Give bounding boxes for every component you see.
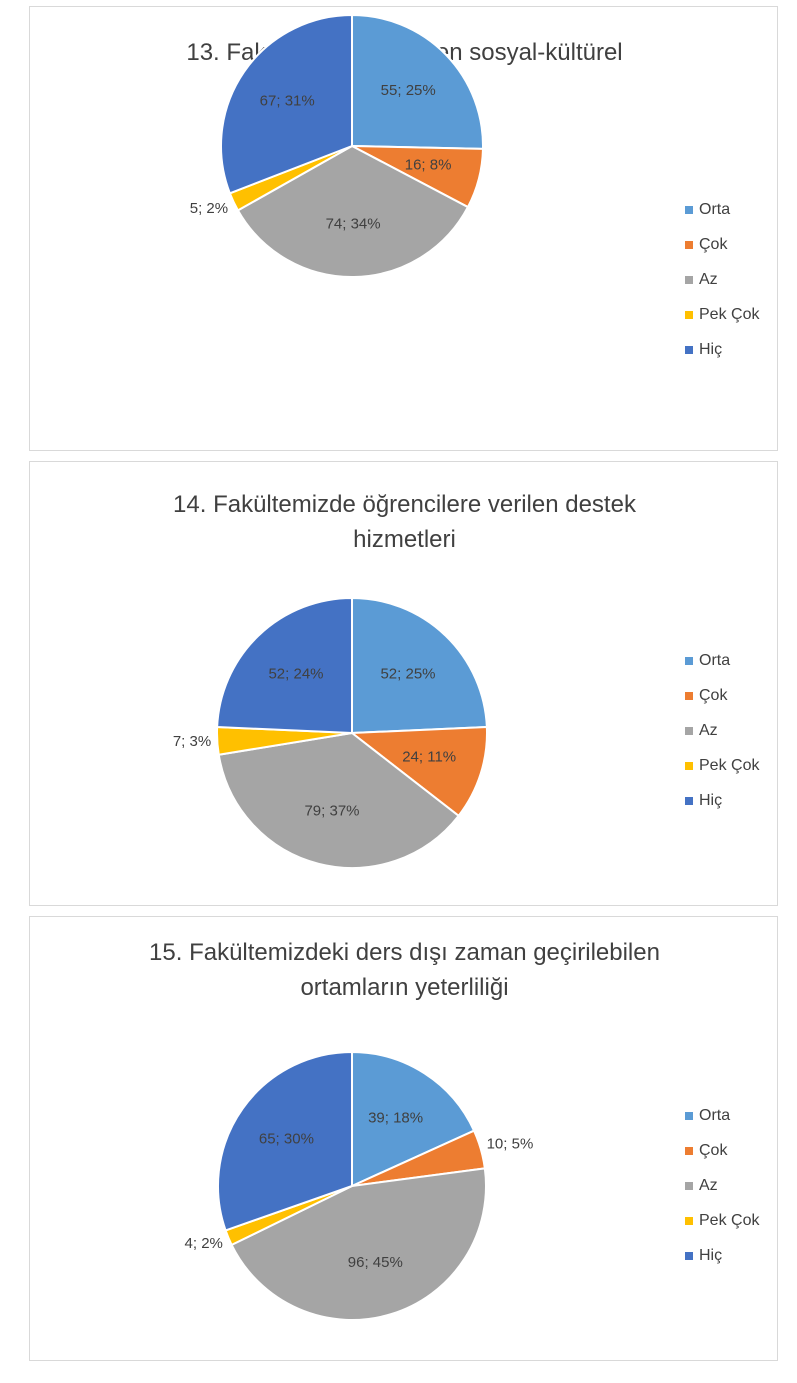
data-label-pek-cok: 4; 2% <box>185 1235 223 1252</box>
legend-label: Pek Çok <box>699 757 760 774</box>
chart-title-line: 14. Fakültemizde öğrencilere verilen des… <box>173 491 637 518</box>
pie-slice-az <box>230 1167 487 1321</box>
pie-slice-hic <box>217 1051 353 1232</box>
pie-slice-orta <box>351 1051 476 1187</box>
slice-labels: 39; 18% 10; 5% 96; 45% 4; 2% 65; 30% <box>185 1109 534 1271</box>
data-label-pek-cok: 5; 2% <box>190 200 228 217</box>
chart-title-line: ortamların yeterliliği <box>300 974 508 1001</box>
legend-swatch <box>685 206 693 214</box>
legend-item-pek-cok: Pek Çok <box>685 306 760 323</box>
data-label-hic: 65; 30% <box>259 1130 314 1147</box>
chart-title-line: 15. Fakültemizdeki ders dışı zaman geçir… <box>149 939 660 966</box>
chart-panel-15: 15. Fakültemizdeki ders dışı zaman geçir… <box>29 916 778 1361</box>
legend-swatch <box>685 797 693 805</box>
legend-swatch <box>685 241 693 249</box>
legend-label: Çok <box>699 1142 728 1159</box>
legend-item-hic: Hiç <box>685 1247 722 1264</box>
legend-item-hic: Hiç <box>685 792 722 809</box>
chart-title: 14. Fakültemizde öğrencilere verilen des… <box>173 491 637 553</box>
legend-item-pek-cok: Pek Çok <box>685 1212 760 1229</box>
legend-label: Çok <box>699 236 728 253</box>
legend-item-cok: Çok <box>685 687 728 704</box>
legend-swatch <box>685 1217 693 1225</box>
pie-slices <box>217 1051 487 1321</box>
legend-item-hic: Hiç <box>685 341 722 358</box>
chart-panel-14: 14. Fakültemizde öğrencilere verilen des… <box>29 461 778 906</box>
legend: Orta Çok Az Pek Çok Hiç <box>685 201 760 358</box>
pie-slices <box>220 14 484 278</box>
slice-labels: 55; 25% 16; 8% 74; 34% 5; 2% 67; 31% <box>190 82 452 233</box>
legend-label: Az <box>699 1177 718 1194</box>
slice-labels: 52; 25% 24; 11% 79; 37% 7; 3% 52; 24% <box>173 665 456 819</box>
pie-slice-az <box>217 732 460 870</box>
legend-item-az: Az <box>685 271 718 288</box>
data-label-orta: 52; 25% <box>380 665 435 682</box>
data-label-hic: 67; 31% <box>260 93 315 110</box>
data-label-az: 96; 45% <box>348 1254 403 1271</box>
pie-slices <box>216 597 488 870</box>
pie-chart-14: 14. Fakültemizde öğrencilere verilen des… <box>173 491 760 870</box>
data-label-az: 79; 37% <box>304 802 359 819</box>
pie-slice-hic <box>216 597 353 734</box>
legend-swatch <box>685 657 693 665</box>
legend-label: Orta <box>699 1107 730 1124</box>
pie-slice-orta <box>351 597 488 734</box>
legend-swatch <box>685 311 693 319</box>
data-label-az: 74; 34% <box>326 216 381 233</box>
chart-title-line: hizmetleri <box>353 526 456 553</box>
chart-title: 15. Fakültemizdeki ders dışı zaman geçir… <box>149 939 660 1001</box>
legend-label: Hiç <box>699 341 722 358</box>
legend: Orta Çok Az Pek Çok Hiç <box>685 1107 760 1264</box>
legend-label: Az <box>699 722 718 739</box>
legend-item-az: Az <box>685 722 718 739</box>
legend-swatch <box>685 1147 693 1155</box>
legend-swatch <box>685 727 693 735</box>
legend-swatch <box>685 1182 693 1190</box>
legend-item-orta: Orta <box>685 201 730 218</box>
legend-item-orta: Orta <box>685 652 730 669</box>
legend-label: Çok <box>699 687 728 704</box>
data-label-cok: 10; 5% <box>487 1136 534 1153</box>
legend-label: Hiç <box>699 792 722 809</box>
legend-swatch <box>685 276 693 284</box>
pie-slice-hic <box>220 14 353 195</box>
data-label-pek-cok: 7; 3% <box>173 733 211 750</box>
chart-panel-13: 13. Fakültede düzenlenen sosyal-kültürel… <box>29 6 778 451</box>
data-label-orta: 39; 18% <box>368 1109 423 1126</box>
pie-slice-orta <box>351 14 484 150</box>
legend-item-pek-cok: Pek Çok <box>685 757 760 774</box>
pie-slice-cok <box>351 726 488 817</box>
legend-label: Hiç <box>699 1247 722 1264</box>
legend-swatch <box>685 346 693 354</box>
legend-label: Pek Çok <box>699 306 760 323</box>
data-label-orta: 55; 25% <box>381 82 436 99</box>
legend: Orta Çok Az Pek Çok Hiç <box>685 652 760 809</box>
legend-swatch <box>685 762 693 770</box>
pie-chart-13: 13. Fakültede düzenlenen sosyal-kültürel… <box>186 14 760 358</box>
data-label-cok: 24; 11% <box>402 749 456 766</box>
legend-item-cok: Çok <box>685 1142 728 1159</box>
legend-label: Az <box>699 271 718 288</box>
legend-label: Orta <box>699 652 730 669</box>
legend-swatch <box>685 692 693 700</box>
legend-label: Orta <box>699 201 730 218</box>
legend-swatch <box>685 1252 693 1260</box>
legend-item-az: Az <box>685 1177 718 1194</box>
legend-label: Pek Çok <box>699 1212 760 1229</box>
data-label-hic: 52; 24% <box>268 665 323 682</box>
legend-item-orta: Orta <box>685 1107 730 1124</box>
pie-chart-15: 15. Fakültemizdeki ders dışı zaman geçir… <box>149 939 760 1321</box>
legend-item-cok: Çok <box>685 236 728 253</box>
legend-swatch <box>685 1112 693 1120</box>
data-label-cok: 16; 8% <box>405 157 452 174</box>
